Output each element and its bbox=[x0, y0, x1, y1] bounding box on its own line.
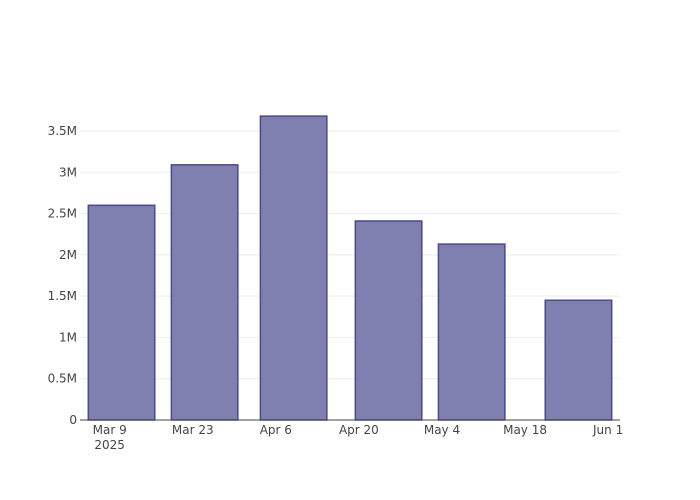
y-tick-label: 0 bbox=[69, 413, 77, 427]
bar bbox=[354, 220, 423, 421]
bar bbox=[87, 204, 156, 421]
x-tick-label: Jun 1 bbox=[592, 423, 623, 437]
y-tick-label: 2M bbox=[59, 248, 77, 262]
y-tick-label: 2.5M bbox=[48, 207, 77, 221]
x-tick-label: Mar 9 bbox=[93, 423, 127, 437]
bar bbox=[437, 243, 506, 421]
y-tick-label: 1M bbox=[59, 330, 77, 344]
bar bbox=[544, 299, 613, 421]
y-tick-label: 3.5M bbox=[48, 124, 77, 138]
x-tick-label: Mar 23 bbox=[172, 423, 214, 437]
x-tick-label: May 18 bbox=[503, 423, 547, 437]
x-year-label: 2025 bbox=[94, 438, 125, 452]
bar bbox=[170, 164, 239, 421]
y-tick-label: 0.5M bbox=[48, 372, 77, 386]
bar bbox=[259, 115, 328, 421]
y-tick-label: 1.5M bbox=[48, 289, 77, 303]
x-tick-label: Apr 6 bbox=[260, 423, 292, 437]
x-tick-label: Apr 20 bbox=[339, 423, 379, 437]
y-tick-label: 3M bbox=[59, 165, 77, 179]
x-tick-label: May 4 bbox=[424, 423, 460, 437]
